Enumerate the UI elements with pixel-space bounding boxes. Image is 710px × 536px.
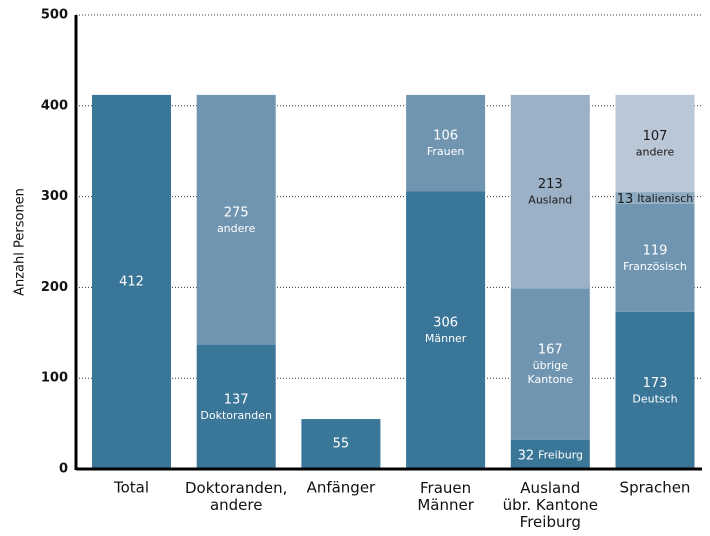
bar-segment bbox=[615, 311, 695, 469]
segment-name: Deutsch bbox=[632, 392, 677, 405]
y-tick-label: 200 bbox=[41, 280, 68, 295]
segment-name: andere bbox=[636, 145, 675, 158]
segment-name: übrige Kantone bbox=[528, 359, 574, 386]
bar-segment bbox=[510, 94, 590, 289]
bar-segment bbox=[196, 344, 276, 469]
segment-value: 412 bbox=[119, 274, 144, 289]
x-tick-label: Frauen Männer bbox=[417, 479, 474, 514]
segment-value: 173 bbox=[643, 376, 668, 391]
segment-name: andere bbox=[217, 222, 256, 235]
bar-segment bbox=[406, 191, 486, 470]
segment-name: Französisch bbox=[623, 260, 687, 273]
x-tick-label: Doktoranden, andere bbox=[185, 479, 287, 514]
segment-name: Doktoranden bbox=[200, 409, 272, 422]
segment-name: Männer bbox=[425, 332, 467, 345]
bar-segment bbox=[510, 288, 590, 440]
segment-name: Frauen bbox=[427, 145, 465, 158]
bar-segment bbox=[615, 94, 695, 193]
bar-segment bbox=[196, 94, 276, 345]
segment-value: 213 bbox=[538, 177, 563, 192]
segment-value: 119 bbox=[643, 243, 668, 258]
bar-segment bbox=[510, 439, 590, 469]
segment-name: Ausland bbox=[528, 194, 572, 207]
x-tick-label: Anfänger bbox=[307, 479, 376, 497]
segment-value: 55 bbox=[333, 437, 350, 452]
bar-segment bbox=[301, 419, 381, 469]
segment-label: 32 Freiburg bbox=[518, 448, 583, 463]
y-tick-label: 0 bbox=[59, 462, 68, 477]
segment-value: 275 bbox=[224, 205, 249, 220]
segment-value: 306 bbox=[433, 316, 458, 331]
segment-value: 13 bbox=[617, 191, 634, 206]
y-tick-label: 500 bbox=[41, 8, 68, 23]
bar-segment bbox=[615, 192, 695, 204]
segment-value: 167 bbox=[538, 343, 563, 358]
segment-name: Italienisch bbox=[637, 192, 693, 205]
y-tick-label: 300 bbox=[41, 189, 68, 204]
bar-segment bbox=[406, 94, 486, 192]
y-tick-label: 400 bbox=[41, 98, 68, 113]
segment-label: 13 Italienisch bbox=[617, 191, 694, 206]
bar-segment bbox=[615, 203, 695, 312]
x-tick-label: Sprachen bbox=[620, 479, 691, 497]
x-tick-label: Total bbox=[113, 479, 149, 497]
segment-value: 137 bbox=[224, 392, 249, 407]
y-tick-label: 100 bbox=[41, 371, 68, 386]
y-axis-label: Anzahl Personen bbox=[13, 188, 28, 296]
segment-name: Freiburg bbox=[538, 448, 583, 461]
bar-segment bbox=[92, 94, 171, 470]
segment-value: 106 bbox=[433, 129, 458, 144]
segment-value: 107 bbox=[643, 129, 668, 144]
x-tick-label: Ausland übr. Kantone Freiburg bbox=[503, 479, 598, 531]
segment-value: 32 bbox=[518, 448, 535, 463]
